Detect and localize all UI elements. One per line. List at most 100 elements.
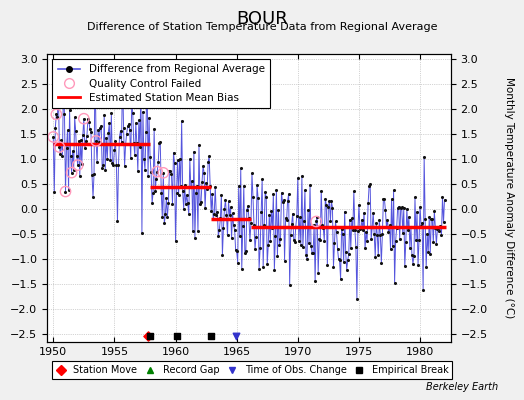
Point <box>140 156 148 163</box>
Point <box>113 218 122 224</box>
Point <box>139 109 147 115</box>
Point <box>332 228 341 235</box>
Point <box>221 196 230 203</box>
Point <box>189 228 197 234</box>
Point <box>309 250 317 256</box>
Point <box>412 237 420 244</box>
Point <box>211 184 220 190</box>
Point <box>205 153 213 159</box>
Point <box>232 247 240 254</box>
Point <box>355 202 363 208</box>
Point <box>316 237 324 243</box>
Point <box>275 242 283 248</box>
Point <box>246 237 254 244</box>
Point <box>248 170 256 176</box>
Point <box>294 238 303 244</box>
Point <box>291 223 300 230</box>
Point <box>286 281 294 288</box>
Point <box>365 183 373 189</box>
Point <box>86 126 94 132</box>
Point <box>303 255 311 262</box>
Point <box>264 242 272 248</box>
Point <box>66 107 74 113</box>
Point <box>91 58 99 65</box>
Point <box>266 238 275 244</box>
Point <box>400 205 408 212</box>
Point <box>357 225 365 231</box>
Point <box>122 141 130 148</box>
Point <box>61 188 70 195</box>
Point <box>194 228 202 234</box>
Point <box>388 243 397 249</box>
Point <box>319 225 328 231</box>
Point <box>385 222 394 228</box>
Point <box>224 198 233 204</box>
Point <box>168 201 177 208</box>
Point <box>282 217 291 223</box>
Point <box>153 168 161 175</box>
Point <box>93 159 101 166</box>
Point <box>312 218 320 225</box>
Point <box>49 134 58 140</box>
Point <box>346 245 355 252</box>
Point <box>193 182 201 189</box>
Point <box>335 257 344 264</box>
Point <box>348 226 357 233</box>
Point <box>285 191 293 197</box>
Point <box>302 252 310 258</box>
Point <box>422 264 430 270</box>
Point <box>330 240 339 246</box>
Point <box>232 333 240 339</box>
Point <box>347 215 356 222</box>
Point <box>375 217 384 223</box>
Point <box>300 218 308 224</box>
Point <box>371 254 379 260</box>
Point <box>104 130 113 136</box>
Point <box>310 222 318 228</box>
Point <box>231 227 239 233</box>
Point <box>233 248 241 254</box>
Point <box>70 166 78 173</box>
Point <box>164 200 172 206</box>
Point <box>109 161 117 168</box>
Point <box>172 333 181 339</box>
Point <box>279 197 288 203</box>
Point <box>192 190 200 196</box>
Point <box>97 123 105 129</box>
Point <box>298 173 306 179</box>
Point <box>73 162 82 168</box>
Point <box>182 192 191 198</box>
Point <box>391 238 400 244</box>
Point <box>399 230 407 236</box>
Point <box>313 214 321 220</box>
Point <box>423 231 431 237</box>
Point <box>79 132 87 138</box>
Point <box>144 333 152 339</box>
Point <box>203 186 211 192</box>
Point <box>290 239 299 246</box>
Point <box>245 215 253 221</box>
Point <box>270 267 279 273</box>
Point <box>187 184 195 190</box>
Point <box>57 137 66 144</box>
Point <box>230 222 238 228</box>
Point <box>111 138 119 144</box>
Point <box>297 242 305 248</box>
Point <box>159 170 168 176</box>
Point <box>363 238 372 244</box>
Point <box>260 221 268 228</box>
Point <box>56 150 64 157</box>
Point <box>358 216 366 223</box>
Point <box>208 191 216 198</box>
Point <box>378 231 387 238</box>
Point <box>311 278 319 284</box>
Point <box>218 252 226 258</box>
Point <box>112 162 121 168</box>
Point <box>166 168 174 174</box>
Point <box>223 232 232 238</box>
Point <box>170 160 179 166</box>
Point <box>389 187 398 194</box>
Point <box>220 206 228 212</box>
Point <box>87 129 95 135</box>
Point <box>95 138 103 145</box>
